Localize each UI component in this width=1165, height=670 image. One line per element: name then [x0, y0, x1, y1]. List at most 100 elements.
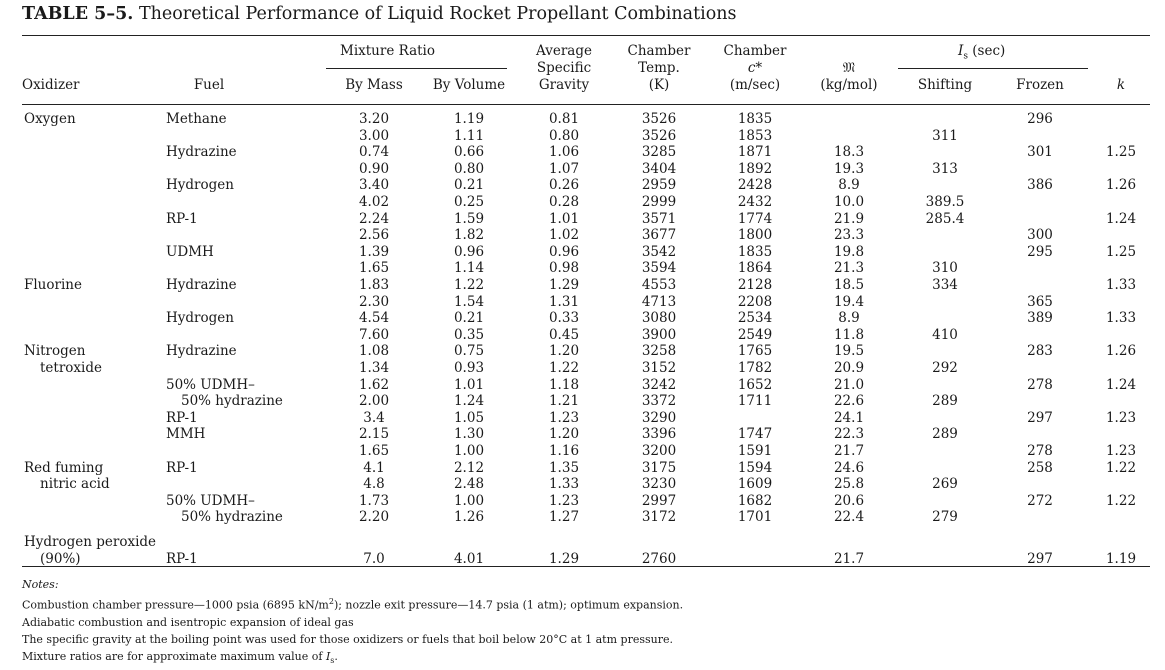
- cell-molar-mass: 21.0: [833, 376, 865, 393]
- cell-avg-sg: 0.26: [548, 177, 580, 194]
- cell-k: 1.24: [1105, 210, 1137, 227]
- header-mixture-ratio: Mixture Ratio: [340, 43, 436, 59]
- cell-molar-mass: 23.3: [833, 227, 865, 244]
- cell-fuel: 50% UDMH–: [166, 376, 255, 393]
- cell-molar-mass: 19.8: [833, 243, 865, 260]
- cell-by-volume: 1.00: [453, 492, 485, 509]
- cell-by-mass: 3.4: [363, 409, 385, 426]
- cell-temp: 3526: [641, 127, 677, 144]
- cell-frozen: 272: [1027, 492, 1053, 509]
- cell-avg-sg: 0.33: [548, 310, 580, 327]
- cell-frozen: 278: [1027, 443, 1053, 459]
- note-line: Mixture ratios are for approximate maxim…: [22, 649, 338, 665]
- cell-by-mass: 2.15: [358, 426, 390, 443]
- cell-by-volume: 1.24: [453, 393, 485, 410]
- cell-avg-sg: 1.20: [548, 426, 580, 443]
- cell-k: 1.24: [1105, 376, 1137, 393]
- cell-shifting: 269: [932, 476, 958, 493]
- cell-by-volume: 0.21: [453, 177, 485, 194]
- cell-temp: 3404: [641, 160, 677, 177]
- cell-k: 1.25: [1105, 243, 1137, 260]
- cell-avg-sg: 1.33: [548, 476, 580, 493]
- header-oxidizer: Oxidizer: [22, 77, 80, 93]
- header-by-mass: By Mass: [345, 77, 403, 93]
- cell-molar-mass: 18.3: [833, 144, 865, 161]
- cell-frozen: 258: [1027, 459, 1053, 476]
- header-bottom-rule: [22, 104, 1150, 105]
- cell-oxidizer: Fluorine: [24, 277, 82, 293]
- cell-cstar: 1800: [737, 227, 773, 244]
- cell-temp: 3677: [641, 227, 677, 244]
- cell-cstar: 2432: [737, 194, 773, 210]
- cell-molar-mass: 25.8: [833, 476, 865, 493]
- header-frozen: Frozen: [1016, 77, 1064, 93]
- cell-fuel: Hydrogen: [166, 177, 234, 194]
- cell-by-volume: 0.66: [453, 144, 485, 161]
- cell-fuel: MMH: [166, 426, 206, 443]
- cell-temp: 3172: [641, 509, 677, 526]
- cell-molar-mass: 20.9: [833, 360, 865, 376]
- cell-by-volume: 1.01: [453, 376, 485, 393]
- header-shifting: Shifting: [917, 77, 973, 93]
- cell-molar-mass: 20.6: [833, 492, 865, 509]
- cell-cstar: 1835: [737, 111, 773, 127]
- cell-by-volume: 2.12: [453, 459, 485, 476]
- cell-by-mass: 0.74: [358, 144, 390, 161]
- cell-temp: 3175: [641, 459, 677, 476]
- cell-oxidizer: Hydrogen peroxide: [24, 534, 157, 550]
- cell-molar-mass: 18.5: [833, 277, 865, 293]
- top-rule: [22, 35, 1150, 36]
- cell-cstar: 1835: [737, 243, 773, 260]
- cell-molar-mass: 19.5: [833, 343, 865, 360]
- cell-frozen: 296: [1027, 111, 1053, 127]
- cell-molar-mass: 10.0: [833, 194, 865, 210]
- cell-avg-sg: 1.29: [548, 277, 580, 293]
- cell-by-mass: 1.73: [358, 492, 390, 509]
- cell-shifting: 311: [932, 127, 958, 144]
- cell-avg-sg: 1.35: [548, 459, 580, 476]
- cell-temp: 3242: [641, 376, 677, 393]
- cell-shifting: 389.5: [925, 194, 965, 210]
- cell-avg-sg: 1.22: [548, 360, 580, 376]
- cell-temp: 3372: [641, 393, 677, 410]
- cell-shifting: 289: [932, 426, 958, 443]
- table-title: TABLE 5–5. Theoretical Performance of Li…: [22, 4, 737, 24]
- header-by-volume: By Volume: [432, 77, 506, 93]
- notes-section: Notes: Combustion chamber pressure—1000 …: [22, 576, 683, 669]
- cell-k: 1.23: [1105, 409, 1137, 426]
- cell-avg-sg: 1.29: [548, 550, 580, 567]
- cell-fuel: 50% UDMH–: [166, 492, 255, 509]
- cell-frozen: 297: [1027, 409, 1053, 426]
- cell-by-mass: 4.54: [358, 310, 390, 327]
- cell-molar-mass: 19.4: [833, 293, 865, 310]
- cell-by-mass: 1.83: [358, 277, 390, 293]
- cell-molar-mass: 11.8: [833, 326, 865, 343]
- cell-molar-mass: 24.6: [833, 459, 865, 476]
- isp-rule: [898, 68, 1088, 69]
- cell-by-volume: 4.01: [453, 550, 485, 567]
- note-line: Adiabatic combustion and isentropic expa…: [22, 615, 354, 629]
- cell-by-mass: 4.02: [358, 194, 390, 210]
- cell-by-volume: 0.35: [453, 326, 485, 343]
- header-temp-2: Temp.: [638, 60, 680, 76]
- cell-by-volume: 1.00: [453, 443, 485, 459]
- cell-by-volume: 1.30: [453, 426, 485, 443]
- mixture-ratio-rule: [326, 68, 507, 69]
- cell-frozen: 365: [1027, 293, 1053, 310]
- cell-frozen: 301: [1027, 144, 1053, 161]
- cell-by-volume: 0.96: [453, 243, 485, 260]
- cell-frozen: 300: [1027, 227, 1053, 244]
- cell-by-volume: 2.48: [453, 476, 485, 493]
- cell-shifting: 313: [932, 160, 958, 177]
- cell-cstar: 1853: [737, 127, 773, 144]
- cell-by-mass: 2.56: [358, 227, 390, 244]
- cell-frozen: 297: [1027, 550, 1053, 567]
- note-line: The specific gravity at the boiling poin…: [22, 632, 673, 646]
- header-molar-mass-2: (kg/mol): [820, 77, 878, 93]
- cell-by-volume: 0.21: [453, 310, 485, 327]
- table-label: TABLE 5–5.: [22, 4, 134, 24]
- cell-shifting: 334: [932, 277, 958, 293]
- cell-cstar: 1747: [737, 426, 773, 443]
- cell-k: 1.22: [1105, 459, 1137, 476]
- cell-avg-sg: 1.21: [548, 393, 580, 410]
